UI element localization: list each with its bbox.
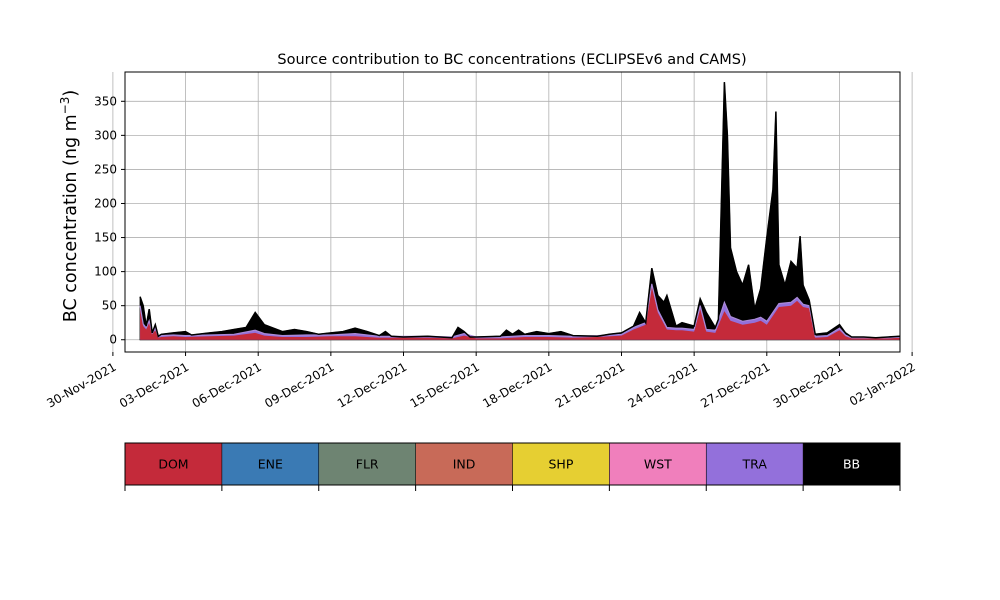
legend-label-ind: IND [453, 457, 476, 472]
legend-label-shp: SHP [549, 457, 574, 472]
x-tick-label: 18-Dec-2021 [480, 360, 554, 411]
plot-area: 0 50 100 150 200 250 300 350 30-Nov-202103-Dec-2… [44, 71, 918, 411]
legend-label-tra: TRA [742, 457, 768, 472]
x-tick-label: 30-Dec-2021 [771, 360, 845, 411]
series-group [139, 82, 900, 341]
legend-frame [124, 442, 901, 486]
y-tick-label: 200 [94, 196, 117, 210]
legend-swatch-dom [125, 443, 222, 485]
legend-label-flr: FLR [356, 457, 379, 472]
legend-swatch-ind [415, 443, 513, 485]
legend-swatch-ene [221, 443, 319, 485]
y-axis-label-close: ) [61, 90, 81, 97]
x-tick-label: 15-Dec-2021 [408, 360, 482, 411]
y-axis-label-main: BC concentration (ng m [61, 114, 81, 322]
legend-label-wst: WST [644, 457, 672, 472]
y-tick-label: 300 [94, 128, 117, 142]
series-tra-line [139, 283, 900, 339]
legend-swatch-flr [318, 443, 416, 485]
x-tick-label: 03-Dec-2021 [117, 360, 191, 411]
legend-label-ene: ENE [258, 457, 283, 472]
legend-swatch-bb [803, 443, 900, 485]
plot-frame [124, 71, 901, 353]
x-tick-label: 02-Jan-2022 [847, 360, 918, 409]
x-tick-label: 21-Dec-2021 [553, 360, 627, 411]
x-tick-label: 27-Dec-2021 [698, 360, 772, 411]
y-tick-label: 100 [94, 265, 117, 279]
legend-label-dom: DOM [158, 457, 188, 472]
legend-swatch-tra [706, 443, 804, 485]
x-tick-label: 30-Nov-2021 [44, 360, 118, 411]
y-tick-label: 0 [109, 333, 117, 347]
y-tick-label: 50 [102, 299, 117, 313]
y-tick-label: 150 [94, 231, 117, 245]
legend-swatch-wst [609, 443, 707, 485]
legend-swatch-shp [512, 443, 610, 485]
y-axis-label: BC concentration (ng m−3) [58, 90, 81, 322]
x-tick-label: 06-Dec-2021 [190, 360, 264, 411]
y-tick-label: 250 [94, 162, 117, 176]
legend-label-bb: BB [843, 457, 860, 472]
x-tick-label: 12-Dec-2021 [335, 360, 409, 411]
x-tick-label: 24-Dec-2021 [626, 360, 700, 411]
legend-colorbar: DOM ENE FLR IND SHP WST TRA BB [124, 442, 901, 491]
series-total-line [139, 82, 900, 339]
y-tick-label: 350 [94, 94, 117, 108]
x-tick-label: 09-Dec-2021 [262, 360, 336, 411]
chart-title: Source contribution to BC concentrations… [277, 52, 746, 68]
y-axis-label-sup: −3 [58, 97, 72, 115]
